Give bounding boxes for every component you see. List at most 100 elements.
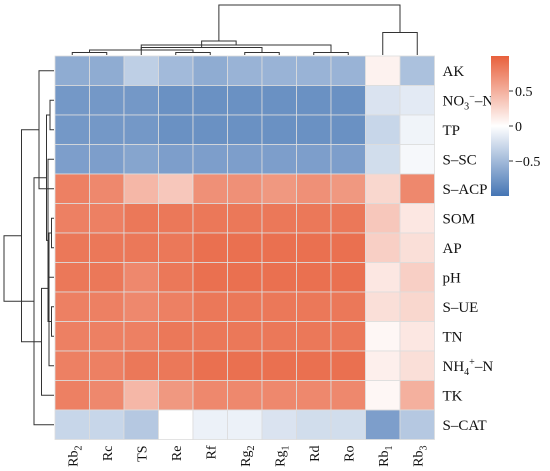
- heatmap-cell: [89, 173, 125, 204]
- heatmap-cell: [227, 85, 263, 116]
- heatmap-cell: [365, 55, 401, 86]
- heatmap-cell: [296, 85, 332, 116]
- heatmap-cell: [158, 380, 194, 411]
- row-label: TN: [443, 329, 463, 345]
- heatmap-cell: [330, 380, 366, 411]
- column-label: Rg1: [273, 446, 291, 467]
- heatmap-cell: [330, 291, 366, 322]
- heatmap-cell: [227, 55, 263, 86]
- heatmap-cell: [158, 85, 194, 116]
- column-label: Ro: [342, 446, 357, 462]
- heatmap-cell: [296, 144, 332, 175]
- heatmap-cell: [399, 173, 435, 204]
- heatmap-cell: [158, 291, 194, 322]
- heatmap-cell: [123, 203, 159, 234]
- heatmap-cell: [399, 380, 435, 411]
- dendrogram-link: [313, 52, 349, 55]
- heatmap-cell: [123, 380, 159, 411]
- row-label: TK: [443, 388, 463, 404]
- heatmap-cell: [330, 262, 366, 293]
- heatmap-cell: [261, 203, 297, 234]
- row-label: SOM: [443, 211, 476, 227]
- heatmap-cell: [261, 409, 297, 440]
- heatmap-cell: [296, 55, 332, 86]
- row-label: NO3−–N: [443, 91, 494, 112]
- dendrogram-link: [51, 306, 54, 337]
- column-label: Rf: [204, 445, 219, 459]
- dendrogram-link: [33, 177, 54, 426]
- heatmap-cell: [261, 173, 297, 204]
- heatmap-cell: [158, 232, 194, 263]
- dendrogram-link: [49, 99, 54, 131]
- heatmap-cell: [296, 203, 332, 234]
- heatmap-cell: [261, 114, 297, 145]
- heatmap-cell: [227, 350, 263, 381]
- heatmap-cell: [330, 232, 366, 263]
- heatmap-cell: [399, 144, 435, 175]
- heatmap-cells: [54, 55, 435, 440]
- heatmap-cell: [54, 350, 90, 381]
- colorbar-legend: 0.5 0 −0.5: [491, 56, 540, 196]
- heatmap-cell: [227, 321, 263, 352]
- heatmap-cell: [330, 85, 366, 116]
- row-label: S–UE: [443, 300, 479, 316]
- heatmap-cell: [296, 291, 332, 322]
- heatmap-cell: [123, 144, 159, 175]
- heatmap-cell: [365, 173, 401, 204]
- heatmap-cell: [192, 85, 228, 116]
- column-label: TS: [135, 446, 150, 462]
- heatmap-cell: [89, 350, 125, 381]
- dendrogram-link: [175, 52, 211, 55]
- heatmap-cell: [89, 380, 125, 411]
- heatmap-cell: [261, 380, 297, 411]
- row-label: AP: [443, 241, 462, 257]
- heatmap-cell: [54, 380, 90, 411]
- heatmap-cell: [54, 144, 90, 175]
- column-label: Rd: [308, 446, 323, 462]
- heatmap-cell: [365, 203, 401, 234]
- heatmap-cell: [399, 114, 435, 145]
- heatmap-cell: [261, 55, 297, 86]
- heatmap-cell: [261, 321, 297, 352]
- heatmap-cell: [123, 409, 159, 440]
- heatmap-cell: [54, 232, 90, 263]
- heatmap-cell: [54, 409, 90, 440]
- heatmap-cell: [261, 232, 297, 263]
- heatmap-cell: [192, 291, 228, 322]
- heatmap-cell: [54, 291, 90, 322]
- heatmap-cell: [192, 380, 228, 411]
- heatmap-cell: [192, 262, 228, 293]
- column-label: Rb1: [377, 446, 395, 467]
- heatmap-cell: [89, 291, 125, 322]
- colorbar-tick-label: −0.5: [515, 155, 540, 170]
- heatmap-cell: [89, 203, 125, 234]
- heatmap-cell: [399, 350, 435, 381]
- heatmap-cell: [330, 321, 366, 352]
- dendrogram-link: [244, 52, 280, 55]
- row-label: S–ACP: [443, 182, 488, 198]
- colorbar-tick-label: 0: [515, 120, 522, 135]
- heatmap-cell: [54, 203, 90, 234]
- row-labels: AK NO3−–N TP S–SC S–ACP SOM AP pH S–UE TN NH4+–N TK…: [443, 64, 494, 434]
- heatmap-cell: [192, 409, 228, 440]
- row-label: AK: [443, 64, 465, 80]
- dendrogram-link: [140, 47, 263, 55]
- heatmap-cell: [158, 173, 194, 204]
- heatmap-cell: [227, 173, 263, 204]
- heatmap-cell: [330, 144, 366, 175]
- dendrogram-link: [48, 232, 54, 367]
- dendrogram-link: [382, 32, 418, 55]
- heatmap-cell: [330, 55, 366, 86]
- heatmap-cell: [89, 321, 125, 352]
- heatmap-cell: [54, 173, 90, 204]
- heatmap-cell: [123, 350, 159, 381]
- column-dendrogram: [71, 4, 418, 55]
- dendrogram-link: [3, 235, 34, 302]
- dendrogram-link: [140, 44, 332, 53]
- heatmap-cell: [227, 291, 263, 322]
- row-label: S–CAT: [443, 418, 487, 434]
- heatmap-cell: [227, 409, 263, 440]
- column-labels: Rb2 Rc TS Re Rf Rg2 Rg1 Rd Ro Rb1 Rb3: [66, 445, 429, 467]
- heatmap-cell: [399, 85, 435, 116]
- heatmap-cell: [296, 380, 332, 411]
